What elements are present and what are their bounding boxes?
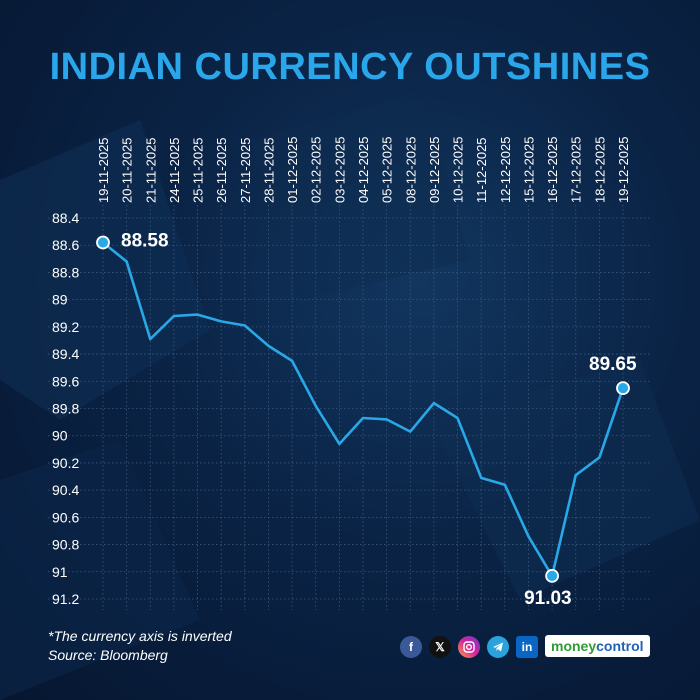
telegram-icon[interactable]: [487, 636, 509, 658]
series-line: [102, 241, 625, 578]
x-tick-label: 24-11-2025: [167, 137, 182, 203]
data-point-marker: [96, 235, 110, 250]
x-tick-label: 27-11-2025: [238, 137, 253, 203]
x-tick-label: 10-12-2025: [451, 137, 466, 204]
x-tick-label: 21-11-2025: [143, 137, 158, 203]
y-tick-label: 90.8: [52, 537, 79, 553]
social-icons: f 𝕏 in: [400, 636, 545, 658]
brand-logo: money control: [545, 635, 650, 657]
chart-grid: [48, 205, 650, 610]
y-tick-label: 88.6: [52, 237, 79, 253]
x-tick-label: 11-12-2025: [474, 137, 489, 203]
y-tick-label: 90.2: [52, 455, 79, 471]
x-tick-label: 19-12-2025: [616, 137, 631, 204]
x-tick-label: 20-11-2025: [120, 137, 135, 203]
data-label: 91.03: [524, 588, 572, 609]
y-tick-label: 88.4: [52, 210, 79, 226]
x-icon[interactable]: 𝕏: [429, 636, 451, 658]
y-tick-label: 89.2: [52, 319, 79, 335]
x-tick-label: 19-11-2025: [96, 137, 111, 203]
data-labels: 88.58 91.03 89.65: [121, 230, 637, 608]
x-axis-ticks: 19-11-2025 20-11-2025 21-11-2025 24-11-2025…: [96, 137, 631, 204]
x-tick-label: 03-12-2025: [332, 137, 347, 204]
y-axis-ticks: 88.4 88.6 88.8 89 89.2 89.4 89.6 89.8 90 90.2 90.4…: [52, 210, 79, 607]
chart-footnote: *The currency axis is inverted Source: B…: [48, 627, 232, 665]
data-label: 88.58: [121, 230, 169, 251]
y-tick-label: 91: [52, 564, 68, 580]
y-tick-label: 88.8: [52, 264, 79, 280]
page-title: INDIAN CURRENCY OUTSHINES: [49, 46, 651, 88]
x-tick-label: 08-12-2025: [403, 137, 418, 204]
data-label: 89.65: [589, 354, 637, 375]
y-tick-label: 90.4: [52, 482, 79, 498]
inverted-axis-note: *The currency axis is inverted: [48, 628, 232, 644]
facebook-icon[interactable]: f: [400, 636, 422, 658]
y-tick-label: 90.6: [52, 509, 79, 525]
x-tick-label: 25-11-2025: [191, 137, 206, 203]
brand-logo-part1: money: [551, 638, 597, 654]
x-tick-label: 16-12-2025: [545, 137, 560, 204]
instagram-icon[interactable]: [458, 636, 480, 658]
y-tick-label: 89.4: [52, 346, 79, 362]
x-tick-label: 01-12-2025: [285, 137, 300, 204]
y-tick-label: 89.6: [52, 373, 79, 389]
x-tick-label: 05-12-2025: [380, 137, 395, 204]
source-note: Source: Bloomberg: [48, 647, 168, 663]
x-tick-label: 28-11-2025: [261, 137, 276, 203]
x-tick-label: 18-12-2025: [592, 137, 607, 204]
x-tick-label: 17-12-2025: [569, 137, 584, 204]
data-markers: [96, 235, 630, 583]
brand-logo-part2: control: [596, 638, 644, 654]
x-tick-label: 09-12-2025: [427, 137, 442, 204]
data-point-marker: [545, 568, 559, 583]
x-tick-label: 26-11-2025: [214, 137, 229, 203]
x-tick-label: 15-12-2025: [521, 137, 536, 204]
data-point-marker: [616, 381, 630, 395]
y-tick-label: 89.8: [52, 401, 79, 417]
x-tick-label: 02-12-2025: [309, 137, 324, 204]
y-tick-label: 91.2: [52, 591, 79, 607]
y-tick-label: 90: [52, 428, 68, 444]
x-tick-label: 04-12-2025: [356, 137, 371, 204]
y-tick-label: 89: [52, 292, 68, 308]
linkedin-icon[interactable]: in: [516, 636, 538, 658]
x-tick-label: 12-12-2025: [498, 137, 513, 204]
